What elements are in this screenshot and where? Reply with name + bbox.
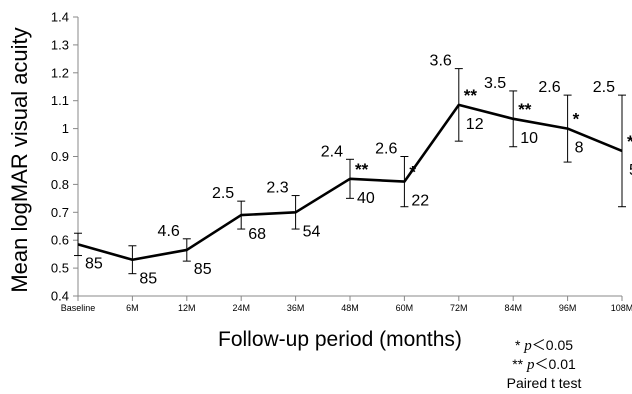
upper-value-label: 4.6 — [158, 223, 180, 240]
upper-value-label: 3.6 — [430, 53, 452, 70]
significance-marker: * — [573, 110, 580, 129]
mean-acuity-line — [77, 103, 623, 262]
x-ticks: Baseline 6M 12M 24M 36M 48M 60M 72M 84M 96M 108M — [61, 296, 632, 313]
series-line — [77, 103, 623, 262]
x-tick-label: 48M — [341, 303, 359, 313]
significance-marker: * — [409, 163, 416, 182]
sample-size-label: 85 — [194, 261, 212, 278]
x-tick-label: 36M — [287, 303, 305, 313]
x-tick-label: 96M — [559, 303, 577, 313]
y-tick-label: 0.5 — [51, 261, 69, 276]
y-tick-label: 1.2 — [51, 65, 69, 80]
error-bars — [74, 68, 626, 275]
sample-size-label: 12 — [466, 116, 484, 133]
x-tick-label: 72M — [450, 303, 468, 313]
significance-footnote: * p＜0.05 ** p＜0.01 Paired t test — [498, 336, 590, 392]
sample-size-label: 40 — [357, 190, 375, 207]
upper-value-label: 3.5 — [484, 75, 506, 92]
x-tick-label: 12M — [178, 303, 196, 313]
y-tick-label: 1.1 — [51, 93, 69, 108]
sample-size-label: 10 — [520, 130, 538, 147]
y-ticks: 0.4 0.5 0.6 0.7 0.8 0.9 1 1.1 1.2 1.3 1.4 — [51, 10, 78, 304]
footnote-threshold-2: ＜0.01 — [534, 356, 576, 372]
sample-size-label: 22 — [411, 193, 429, 210]
upper-value-label: 2.6 — [375, 141, 397, 158]
y-tick-label: 1.3 — [51, 37, 69, 52]
footnote-stars-2: ** — [512, 356, 528, 372]
footnote-line-3: Paired t test — [506, 375, 582, 391]
significance-marker: ** — [464, 86, 478, 105]
x-tick-label: 84M — [504, 303, 522, 313]
y-tick-label: 0.6 — [51, 233, 69, 248]
footnote-threshold-1: ＜0.05 — [531, 337, 574, 353]
y-tick-label: 0.7 — [51, 205, 69, 220]
x-tick-label: 60M — [396, 303, 414, 313]
sample-size-label: 68 — [248, 226, 266, 243]
sample-size-label: 5 — [629, 162, 632, 179]
y-axis-label: Mean logMAR visual acuity — [7, 27, 32, 293]
upper-value-label: 2.4 — [321, 143, 343, 160]
footnote-p-2: p — [527, 357, 535, 373]
y-tick-label: 0.9 — [51, 149, 69, 164]
x-axis-label: Follow-up period (months) — [218, 328, 462, 351]
significance-marker: ** — [355, 160, 369, 179]
significance-marker: ** — [518, 100, 532, 119]
sample-size-label: 54 — [303, 223, 321, 240]
footnote-p-1: p — [524, 338, 532, 354]
footnote-line-2: ** p＜0.01 — [498, 355, 590, 374]
x-tick-label: Baseline — [61, 303, 96, 313]
significance-marker: * — [627, 132, 632, 151]
upper-value-label: 2.6 — [538, 79, 560, 96]
x-tick-label: 6M — [126, 303, 139, 313]
upper-value-label: 2.3 — [266, 180, 288, 197]
upper-value-label: 2.5 — [212, 185, 234, 202]
sample-size-label: 8 — [575, 140, 584, 157]
y-tick-label: 0.8 — [51, 177, 69, 192]
y-tick-label: 0.4 — [51, 289, 69, 304]
upper-value-label: 2.5 — [593, 79, 615, 96]
y-tick-label: 1 — [62, 121, 69, 136]
footnote-stars-1: * — [514, 337, 525, 353]
footnote-line-1: * p＜0.05 — [498, 336, 590, 355]
sample-size-label: 85 — [85, 255, 103, 272]
y-tick-label: 1.4 — [51, 10, 69, 25]
y-axis-label-wrap: Mean logMAR visual acuity — [0, 0, 40, 394]
x-tick-label: 24M — [232, 303, 250, 313]
x-tick-label: 108M — [611, 303, 632, 313]
sample-size-label: 85 — [139, 271, 157, 288]
